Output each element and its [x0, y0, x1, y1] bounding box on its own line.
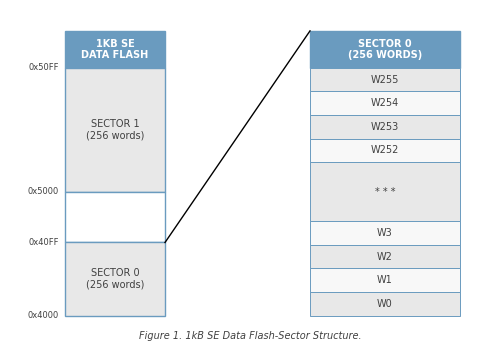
Text: W253: W253 — [371, 122, 399, 132]
Text: * * *: * * * — [375, 187, 395, 197]
Bar — [310, 115, 460, 139]
Bar — [310, 268, 460, 292]
Text: W252: W252 — [371, 145, 399, 155]
Bar — [310, 92, 460, 115]
Text: Figure 1. 1kB SE Data Flash-Sector Structure.: Figure 1. 1kB SE Data Flash-Sector Struc… — [138, 331, 362, 341]
Text: 0x4000: 0x4000 — [28, 311, 59, 320]
Text: SECTOR 1
(256 words): SECTOR 1 (256 words) — [86, 119, 144, 141]
Text: W2: W2 — [377, 251, 393, 262]
Bar — [65, 68, 165, 192]
Bar — [310, 68, 460, 92]
Bar — [310, 139, 460, 162]
Bar — [310, 31, 460, 68]
Text: 1KB SE
DATA FLASH: 1KB SE DATA FLASH — [82, 38, 148, 60]
Bar — [310, 245, 460, 268]
Text: W254: W254 — [371, 98, 399, 108]
Text: W3: W3 — [377, 228, 393, 238]
Bar — [65, 243, 165, 316]
Bar — [65, 192, 165, 243]
Text: W1: W1 — [377, 275, 393, 285]
Text: W255: W255 — [371, 75, 399, 85]
Text: SECTOR 0
(256 words): SECTOR 0 (256 words) — [86, 268, 144, 290]
Bar — [310, 162, 460, 221]
Bar — [310, 292, 460, 316]
Text: 0x50FF: 0x50FF — [28, 63, 59, 72]
Text: 0x5000: 0x5000 — [28, 187, 59, 196]
Bar — [65, 31, 165, 68]
Text: 0x40FF: 0x40FF — [28, 238, 59, 247]
Bar — [310, 221, 460, 245]
Text: W0: W0 — [377, 299, 393, 309]
Text: SECTOR 0
(256 WORDS): SECTOR 0 (256 WORDS) — [348, 38, 422, 60]
